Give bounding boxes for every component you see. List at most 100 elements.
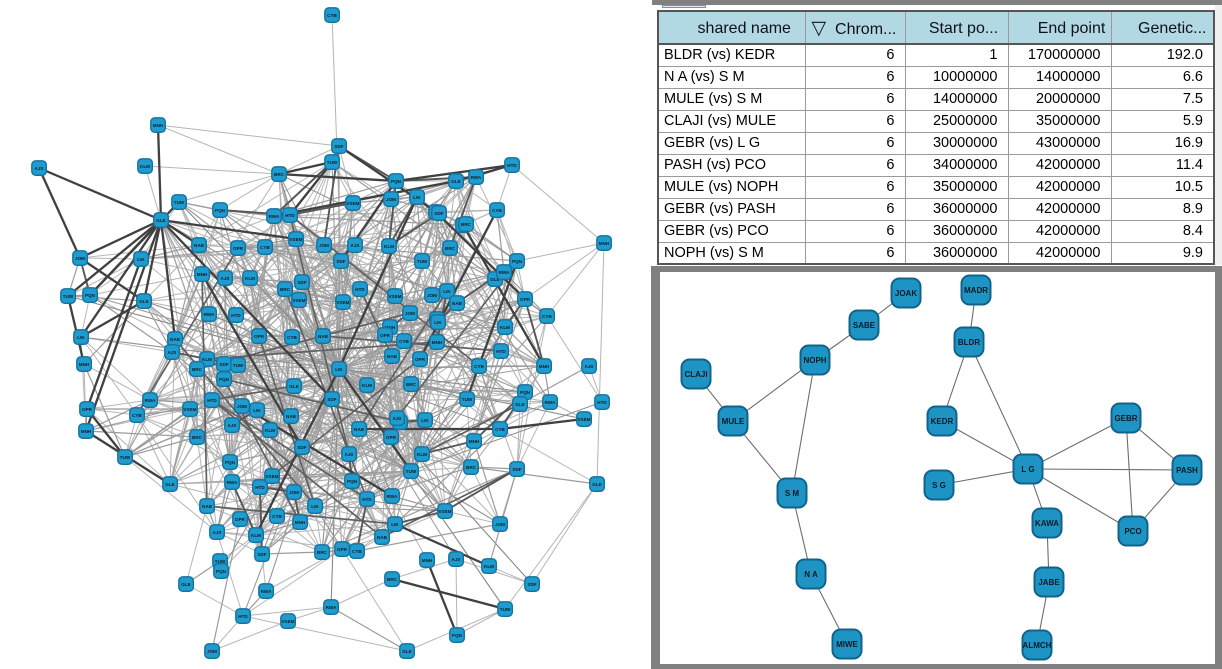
- svg-text:LIK: LIK: [311, 504, 319, 509]
- svg-text:KLM: KLM: [265, 428, 275, 433]
- svg-text:SDF: SDF: [257, 552, 266, 557]
- svg-text:AJS: AJS: [452, 557, 461, 562]
- svg-text:OPR: OPR: [415, 357, 426, 362]
- svg-text:RWA: RWA: [269, 214, 280, 219]
- svg-text:HTD: HTD: [238, 614, 248, 619]
- svg-text:L G: L G: [1021, 465, 1034, 474]
- svg-text:BRC: BRC: [387, 577, 398, 582]
- svg-text:JABE: JABE: [1038, 578, 1060, 587]
- svg-text:GLE: GLE: [515, 402, 524, 407]
- svg-text:TUW: TUW: [63, 294, 74, 299]
- svg-text:KLM: KLM: [500, 325, 510, 330]
- svg-text:MNH: MNH: [422, 558, 433, 563]
- svg-text:TUW: TUW: [174, 200, 185, 205]
- svg-text:NAB: NAB: [202, 504, 213, 509]
- svg-text:KLM: KLM: [251, 533, 261, 538]
- svg-text:VSEM: VSEM: [265, 474, 278, 479]
- svg-text:AJS: AJS: [168, 350, 177, 355]
- svg-text:SDF: SDF: [512, 467, 521, 472]
- svg-text:AJS: AJS: [351, 243, 360, 248]
- svg-text:OPR: OPR: [235, 517, 246, 522]
- svg-text:TUW: TUW: [233, 363, 244, 368]
- svg-text:PQN: PQN: [520, 390, 531, 395]
- svg-text:HTD: HTD: [597, 400, 607, 405]
- svg-text:KLM: KLM: [484, 564, 494, 569]
- svg-text:JOM: JOM: [405, 311, 415, 316]
- svg-text:SDF: SDF: [297, 445, 306, 450]
- svg-text:AJS: AJS: [213, 530, 222, 535]
- svg-text:OPR: OPR: [386, 435, 397, 440]
- svg-text:LIK: LIK: [137, 257, 145, 262]
- svg-text:OPR: OPR: [337, 547, 348, 552]
- svg-text:GLE: GLE: [490, 277, 499, 282]
- svg-text:PCO: PCO: [1124, 527, 1141, 536]
- svg-text:RWA: RWA: [499, 270, 510, 275]
- svg-text:MNH: MNH: [79, 362, 90, 367]
- svg-text:MNH: MNH: [81, 429, 92, 434]
- svg-text:SDF: SDF: [336, 259, 345, 264]
- svg-text:LIK: LIK: [413, 195, 421, 200]
- svg-text:TUW: TUW: [417, 259, 428, 264]
- svg-text:GLE: GLE: [289, 384, 298, 389]
- svg-text:RWA: RWA: [204, 312, 215, 317]
- svg-text:KLM: KLM: [140, 164, 150, 169]
- svg-text:RWA: RWA: [545, 400, 556, 405]
- svg-text:MNH: MNH: [197, 272, 208, 277]
- svg-text:NAB: NAB: [318, 334, 329, 339]
- svg-text:RWA: RWA: [387, 494, 398, 499]
- svg-text:MIWE: MIWE: [836, 640, 858, 649]
- svg-text:NAB: NAB: [194, 243, 205, 248]
- svg-text:PQN: PQN: [512, 259, 523, 264]
- svg-text:HTD: HTD: [507, 163, 517, 168]
- svg-text:GLE: GLE: [139, 299, 148, 304]
- svg-text:PQN: PQN: [225, 460, 236, 465]
- svg-text:JOM: JOM: [386, 197, 396, 202]
- svg-text:RWA: RWA: [471, 175, 482, 180]
- svg-text:GEBR: GEBR: [1114, 414, 1137, 423]
- svg-text:JOM: JOM: [427, 293, 437, 298]
- svg-text:HTD: HTD: [285, 213, 295, 218]
- svg-text:AJS: AJS: [393, 416, 402, 421]
- svg-text:CYB: CYB: [474, 364, 484, 369]
- svg-text:PQN: PQN: [391, 179, 402, 184]
- svg-text:VSEM: VSEM: [281, 619, 294, 624]
- svg-text:PQN: PQN: [216, 569, 227, 574]
- svg-text:JOM: JOM: [289, 490, 299, 495]
- svg-text:JOM: JOM: [319, 243, 329, 248]
- svg-text:AJS: AJS: [35, 166, 44, 171]
- svg-text:LIK: LIK: [443, 289, 451, 294]
- svg-text:BRC: BRC: [406, 382, 417, 387]
- svg-text:GLE: GLE: [402, 649, 411, 654]
- svg-text:GLE: GLE: [156, 218, 165, 223]
- svg-text:NAB: NAB: [286, 414, 297, 419]
- svg-text:GLE: GLE: [451, 179, 460, 184]
- svg-text:KAWA: KAWA: [1035, 519, 1059, 528]
- svg-text:JOM: JOM: [207, 649, 217, 654]
- svg-text:ALMCH: ALMCH: [1023, 641, 1052, 650]
- svg-text:PQN: PQN: [452, 633, 463, 638]
- svg-text:KLM: KLM: [202, 357, 212, 362]
- svg-text:OPR: OPR: [380, 333, 391, 338]
- svg-text:SDF: SDF: [334, 144, 343, 149]
- svg-text:S G: S G: [932, 481, 946, 490]
- svg-text:LIK: LIK: [434, 320, 442, 325]
- svg-text:MNH: MNH: [469, 439, 480, 444]
- svg-text:CYB: CYB: [352, 549, 362, 554]
- svg-text:HTD: HTD: [255, 485, 265, 490]
- svg-text:RWA: RWA: [145, 398, 156, 403]
- svg-text:NAB: NAB: [452, 301, 463, 306]
- svg-text:KLM: KLM: [384, 244, 394, 249]
- svg-text:CYB: CYB: [327, 13, 337, 18]
- svg-text:HTD: HTD: [496, 349, 506, 354]
- svg-text:AJS: AJS: [228, 423, 237, 428]
- svg-text:NAB: NAB: [354, 427, 365, 432]
- svg-text:KLM: KLM: [245, 276, 255, 281]
- svg-text:SABE: SABE: [853, 321, 876, 330]
- svg-text:MULE: MULE: [722, 417, 745, 426]
- svg-text:BRC: BRC: [274, 172, 285, 177]
- svg-text:SDF: SDF: [327, 397, 336, 402]
- svg-text:BRC: BRC: [445, 246, 456, 251]
- svg-text:PQN: PQN: [347, 479, 358, 484]
- svg-text:BLDR: BLDR: [958, 338, 980, 347]
- svg-text:MNH: MNH: [539, 364, 550, 369]
